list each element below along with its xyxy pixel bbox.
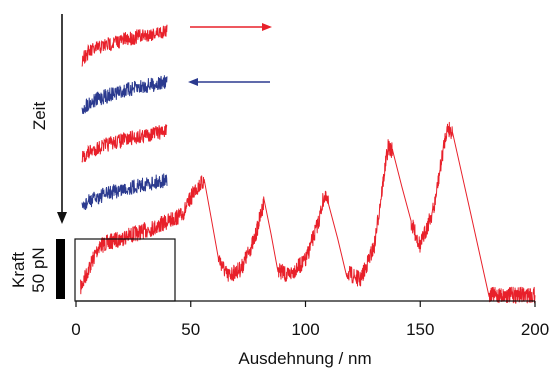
x-tick-label: 50 — [181, 320, 200, 339]
force-scale-bar — [56, 239, 65, 299]
pull-direction-arrow — [190, 23, 272, 31]
inset-trace — [81, 173, 168, 211]
inset-trace — [81, 75, 168, 115]
trace-line — [80, 121, 536, 304]
force-extension-trace — [80, 121, 536, 304]
x-tick-label: 100 — [291, 320, 319, 339]
inset-trace — [81, 124, 168, 163]
relax-direction-arrow — [188, 78, 270, 86]
x-tick-label: 200 — [521, 320, 549, 339]
x-axis: 0 50 100 150 200 — [71, 300, 549, 339]
x-axis-label: Ausdehnung / nm — [238, 349, 371, 368]
x-tick-label: 0 — [71, 320, 80, 339]
scale-bar-label: 50 pN — [29, 247, 48, 292]
time-arrow — [57, 14, 67, 224]
x-tick-label: 150 — [406, 320, 434, 339]
inset-trace — [81, 24, 168, 67]
inset-traces — [81, 24, 168, 211]
time-label: Zeit — [30, 102, 49, 131]
y-axis-label: Kraft — [9, 252, 28, 288]
